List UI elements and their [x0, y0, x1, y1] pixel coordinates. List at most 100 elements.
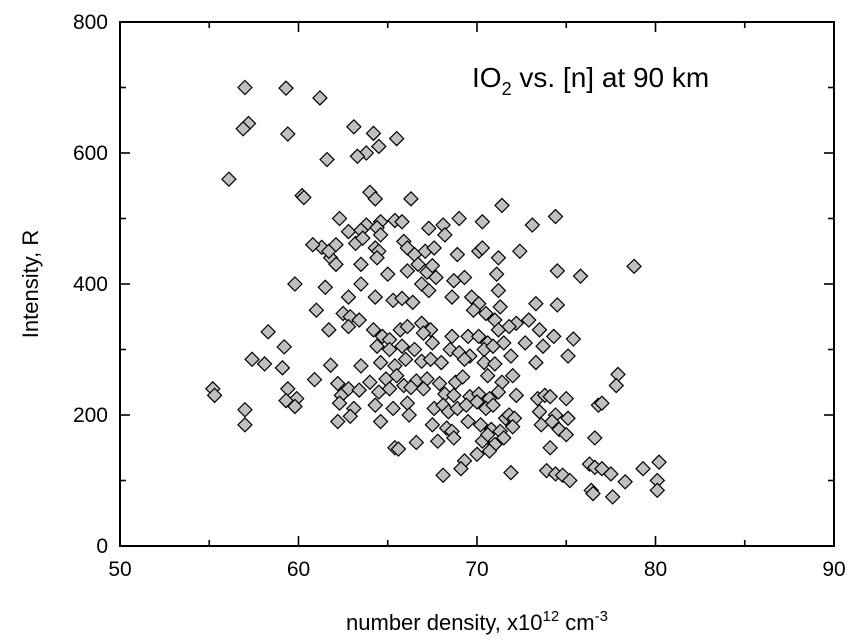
data-point [531, 403, 548, 420]
data-point [444, 289, 460, 305]
data-point [456, 351, 473, 368]
data-point [542, 439, 559, 456]
data-point [279, 380, 296, 397]
plot-area-frame [119, 21, 835, 547]
data-point [488, 266, 505, 283]
axis-ticks [119, 21, 835, 547]
data-point [385, 400, 401, 417]
data-point [342, 408, 359, 425]
data-point [406, 341, 423, 358]
x-tick-label: 90 [822, 558, 845, 581]
y-tick-label: 200 [73, 404, 108, 427]
y-tick-label: 0 [96, 535, 108, 558]
data-point [362, 374, 378, 391]
data-point [345, 118, 362, 135]
data-point [503, 464, 519, 481]
data-point [351, 312, 368, 328]
data-point [470, 328, 487, 345]
x-axis-label: number density, x1012 cm-3 [346, 608, 608, 635]
data-point [617, 473, 634, 490]
data-point [372, 413, 389, 430]
data-point [331, 395, 348, 412]
data-points [204, 79, 667, 505]
data-point [594, 395, 610, 412]
data-point [312, 90, 328, 106]
data-point [485, 397, 501, 414]
data-point [535, 338, 551, 355]
data-point [524, 217, 541, 233]
data-point [495, 335, 512, 351]
data-point [410, 256, 426, 273]
data-point [558, 390, 575, 407]
data-point [349, 148, 366, 165]
data-point [586, 430, 603, 446]
data-point [547, 208, 564, 225]
data-point [476, 354, 492, 371]
data-point [565, 331, 582, 347]
data-point [431, 375, 448, 392]
data-point [256, 356, 273, 372]
x-tick-label: 50 [108, 558, 131, 581]
data-point [469, 394, 485, 410]
data-point [394, 338, 410, 355]
data-point [329, 413, 346, 430]
data-point [308, 302, 325, 319]
data-point [474, 213, 491, 230]
data-point [501, 318, 517, 335]
data-point [604, 489, 621, 505]
data-point [460, 413, 476, 430]
data-point [511, 243, 528, 260]
data-point [206, 387, 223, 404]
data-point [433, 354, 450, 371]
data-point [353, 256, 369, 273]
data-point [487, 356, 503, 372]
data-point [429, 433, 446, 450]
data-point [528, 295, 544, 312]
data-point [635, 460, 651, 477]
data-point [445, 272, 462, 289]
chart-annotation: IO2 vs. [n] at 90 km [472, 62, 709, 99]
data-point [444, 328, 460, 345]
data-point [437, 227, 453, 243]
data-point [542, 388, 559, 405]
data-point [415, 325, 432, 341]
data-point [367, 191, 384, 207]
data-point [451, 210, 467, 227]
data-point [367, 289, 384, 305]
data-point [490, 249, 507, 266]
data-point [390, 441, 407, 457]
data-point [365, 322, 382, 338]
data-point [381, 380, 398, 397]
data-point [353, 358, 369, 374]
x-tick-label: 60 [287, 558, 310, 581]
data-point [508, 387, 525, 404]
data-point [397, 351, 414, 368]
data-point [481, 443, 498, 459]
data-point [469, 446, 485, 463]
data-point [626, 258, 642, 275]
data-point [331, 210, 348, 227]
data-point [404, 294, 421, 311]
data-point [399, 395, 416, 412]
data-point [558, 426, 575, 443]
annotation-main: IO [472, 62, 502, 93]
data-point [274, 359, 291, 376]
data-point [517, 335, 534, 351]
data-point [317, 279, 334, 296]
data-point [276, 339, 293, 355]
data-point [420, 282, 437, 299]
data-point [354, 230, 371, 246]
data-point [490, 384, 507, 400]
data-point [585, 485, 601, 502]
data-point [235, 120, 252, 137]
data-point [278, 80, 294, 97]
data-point [560, 348, 576, 364]
data-point [369, 338, 385, 355]
data-point [504, 418, 521, 435]
data-point [306, 371, 323, 388]
x-axis-label-main: number density, x10 [346, 610, 542, 635]
data-point [403, 379, 419, 396]
x-tick-label: 80 [644, 558, 667, 581]
data-point [340, 223, 357, 240]
